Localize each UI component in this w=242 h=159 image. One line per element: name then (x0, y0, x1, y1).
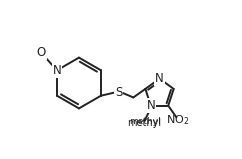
Text: N: N (53, 64, 61, 77)
Text: S: S (115, 86, 122, 99)
Text: N: N (146, 99, 155, 112)
Text: methyl: methyl (127, 118, 161, 128)
Text: N: N (155, 72, 164, 85)
Text: NO$_2$: NO$_2$ (166, 114, 189, 127)
Text: O: O (37, 46, 46, 59)
Text: methyl: methyl (129, 117, 160, 126)
